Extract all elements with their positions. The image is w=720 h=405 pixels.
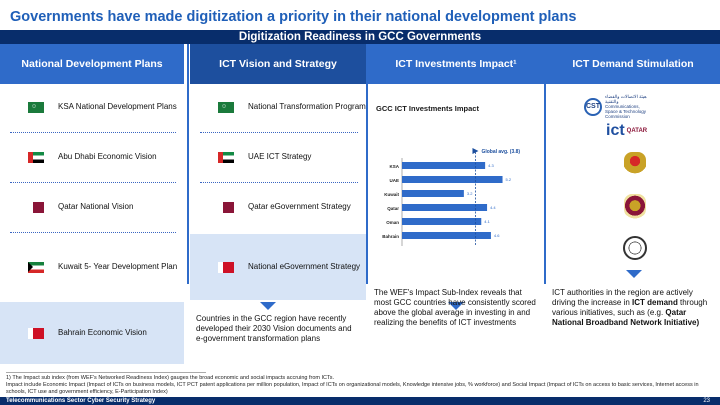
bar-value-label: 4.1 [484,219,490,224]
saudi-arabia-flag-icon [218,101,234,113]
column-header-investments: ICT Investments Impact¹ [368,44,544,84]
pointer-arrow-icon [260,302,276,310]
bar [402,190,464,197]
column-header-demand: ICT Demand Stimulation [546,44,720,84]
category-tick-label: Oman [386,220,399,225]
page-title: Governments have made digitization a pri… [10,9,577,25]
bar-value-label: 5.2 [506,177,512,182]
bar-value-label: 3.2 [467,191,473,196]
column-ict-vision: ICT Vision and Strategy National Transfo… [190,44,366,364]
list-item: Qatar eGovernment Strategy [190,184,366,230]
category-tick-label: Qatar [387,206,399,211]
demand-summary-emphasis: ICT demand [632,298,678,307]
plan-label: Kuwait 5- Year Development Plan [58,262,178,271]
list-item: National eGovernment Strategy [190,234,366,300]
column-national-development-plans: National Development Plans KSA National … [0,44,184,364]
ict-logo-caption: QATAR [626,128,648,134]
footnote-divider [6,372,206,373]
category-tick-label: Kuwait [384,192,399,197]
list-item: Qatar National Vision [0,184,184,230]
footnote-line: 1) The Impact sub index (from WEF's Netw… [6,375,335,381]
cst-logo-mark: CST [584,97,602,116]
qatar-flag-icon [28,201,44,213]
ict-qatar-logo: ict QATAR [606,122,647,140]
investments-summary: The WEF's Impact Sub-Index reveals that … [374,288,536,327]
cst-logo: CST هيئة الاتصالات والفضاء والتقنية Comm… [584,94,653,119]
qatar-flag-icon [218,201,234,213]
reference-marker-icon [472,148,479,154]
strategy-label: UAE ICT Strategy [248,152,312,161]
cst-logo-caption: هيئة الاتصالات والفضاء والتقنية Communic… [605,94,647,119]
list-item: KSA National Development Plans [0,84,184,130]
category-tick-label: UAE [389,178,399,183]
demand-summary-emphasis: Qatar National Broadband Network Initiat… [552,308,700,327]
demand-summary: ICT authorities in the region are active… [552,288,712,328]
saudi-arabia-flag-icon [28,101,44,113]
reference-line-label: Global avg. (3.8) [481,149,520,155]
bar-value-label: 4.3 [488,163,494,168]
list-item: National Transformation Program [190,84,366,130]
bar [402,176,503,183]
ict-logo-text: ict [606,122,625,139]
divider [10,132,176,133]
divider [200,182,358,183]
pointer-arrow-icon [448,302,464,310]
column-ict-investments: ICT Investments Impact¹ GCC ICT Investme… [368,44,544,364]
plan-label: Abu Dhabi Economic Vision [58,152,157,161]
divider [10,182,176,183]
list-item: Abu Dhabi Economic Vision [0,134,184,180]
chart-title: GCC ICT Investments Impact [376,104,479,113]
demand-summary-part: ICT authorities in the region are active… [552,288,693,307]
uae-flag-icon [218,151,234,163]
plan-label: Bahrain Economic Vision [58,328,147,337]
strategy-label: Qatar eGovernment Strategy [248,202,351,211]
bar-value-label: 4.6 [494,233,500,238]
egypt-emblem-icon [624,152,646,178]
category-tick-label: KSA [389,164,399,169]
pointer-arrow-icon [626,270,642,278]
bar [402,162,486,169]
vision-list: National Transformation Program UAE ICT … [190,84,366,364]
investments-bar-chart: KSA 4.3 UAE 5.2 Kuwait 3.2 Qatar 4.4 Oman 4.1 Bahr… [382,148,520,246]
bar [402,204,488,211]
category-tick-label: Bahrain [382,234,399,239]
subtitle-banner: Digitization Readiness in GCC Government… [0,30,720,44]
list-item: UAE ICT Strategy [190,134,366,180]
page-number: 23 [703,398,710,404]
footer-bar: Telecommunications Sector Cyber Security… [0,397,720,405]
list-item: Kuwait 5- Year Development Plan [0,234,184,300]
footnote-line: Impact include Economic Impact (Impact o… [6,382,699,395]
column-ict-demand: ICT Demand Stimulation CST هيئة الاتصالا… [546,44,720,364]
strategy-label: National Transformation Program [248,102,366,111]
column-separator [187,44,189,284]
column-header-vision: ICT Vision and Strategy [190,44,366,84]
column-separator [366,44,368,284]
plan-label: KSA National Development Plans [58,102,177,111]
bar-value-label: 4.4 [490,205,496,210]
column-separator [544,44,546,284]
column-header-plans: National Development Plans [0,44,184,84]
bahrain-flag-icon [28,327,44,339]
bar [402,232,491,239]
abu-dhabi-emblem-icon [623,236,647,260]
footnotes: 1) The Impact sub index (from WEF's Netw… [6,375,712,396]
divider [200,132,358,133]
demand-summary-part: through various initiatives, such as (e.… [552,298,708,317]
plan-label: Qatar National Vision [58,202,134,211]
footer-text: Telecommunications Sector Cyber Security… [6,398,156,404]
jordan-emblem-icon [624,194,646,220]
bar [402,218,482,225]
strategy-label: National eGovernment Strategy [248,262,361,271]
divider [10,232,176,233]
bahrain-flag-icon [218,261,234,273]
list-item: Bahrain Economic Vision [0,302,184,364]
vision-summary: Countries in the GCC region have recentl… [196,314,352,343]
kuwait-flag-icon [28,261,44,273]
plans-list: KSA National Development Plans Abu Dhabi… [0,84,184,364]
uae-flag-icon [28,151,44,163]
